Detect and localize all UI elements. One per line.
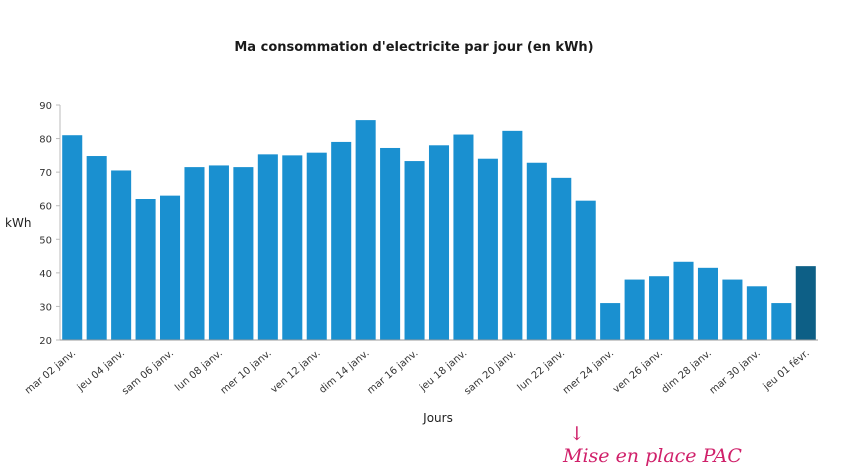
x-tick-label: ven 26 janv. xyxy=(611,348,665,396)
bar[interactable] xyxy=(795,266,816,340)
x-axis-label: Jours xyxy=(422,411,453,425)
bar[interactable] xyxy=(624,279,645,340)
chart-title: Ma consommation d'electricite par jour (… xyxy=(234,40,593,55)
bar[interactable] xyxy=(477,158,498,340)
bar[interactable] xyxy=(86,156,107,340)
bar[interactable] xyxy=(649,276,670,340)
x-tick-label: sam 06 janv. xyxy=(120,348,176,397)
bar[interactable] xyxy=(771,303,792,340)
y-tick-label: 80 xyxy=(39,135,52,146)
bar[interactable] xyxy=(526,162,547,340)
bar[interactable] xyxy=(282,155,303,340)
x-tick-label: dim 28 janv. xyxy=(660,348,714,396)
bar[interactable] xyxy=(355,120,376,340)
annotation: ↓ Mise en place PAC xyxy=(562,423,742,467)
x-tick-label: mer 10 janv. xyxy=(219,348,274,397)
bar[interactable] xyxy=(184,167,205,340)
bar[interactable] xyxy=(673,261,694,340)
y-axis-label: kWh xyxy=(5,216,31,230)
bar[interactable] xyxy=(257,154,278,340)
bar[interactable] xyxy=(428,145,450,340)
x-tick-label: lun 22 janv. xyxy=(516,348,568,394)
bar[interactable] xyxy=(746,286,767,340)
x-tick-label: ven 12 janv. xyxy=(269,348,323,396)
bar[interactable] xyxy=(208,165,229,340)
bar[interactable] xyxy=(380,147,401,340)
y-tick-label: 40 xyxy=(39,269,52,280)
x-tick-label: jeu 04 janv. xyxy=(75,348,127,394)
bar[interactable] xyxy=(722,279,743,340)
x-tick-label: jeu 18 janv. xyxy=(417,348,469,394)
y-tick-label: 20 xyxy=(39,336,52,347)
x-tick-label: sam 20 janv. xyxy=(462,348,518,397)
bar[interactable] xyxy=(600,303,621,340)
y-tick-label: 70 xyxy=(39,168,52,179)
x-tick-label: mer 24 janv. xyxy=(561,348,616,397)
x-tick-label: lun 08 janv. xyxy=(173,348,225,394)
bar[interactable] xyxy=(453,134,474,340)
bar[interactable] xyxy=(331,141,352,340)
x-tick-label: mar 02 janv. xyxy=(23,348,78,397)
annotation-arrow: ↓ xyxy=(569,423,585,445)
x-tick-label: dim 14 janv. xyxy=(317,348,371,396)
bar[interactable] xyxy=(404,161,425,340)
bar[interactable] xyxy=(697,267,718,340)
bar[interactable] xyxy=(135,199,156,340)
bars xyxy=(62,120,816,340)
bar[interactable] xyxy=(62,135,83,340)
bar[interactable] xyxy=(502,130,523,340)
y-tick-label: 50 xyxy=(39,235,52,246)
y-tick-label: 60 xyxy=(39,202,52,213)
x-axis: mar 02 janv.jeu 04 janv.sam 06 janv.lun … xyxy=(23,339,818,397)
bar[interactable] xyxy=(111,170,132,340)
bar[interactable] xyxy=(306,152,327,340)
y-tick-label: 90 xyxy=(39,101,52,112)
y-tick-label: 30 xyxy=(39,302,52,313)
y-axis: 20 30 40 50 60 70 80 90 xyxy=(39,101,61,347)
bar[interactable] xyxy=(233,167,254,340)
bar[interactable] xyxy=(575,200,596,340)
annotation-text: Mise en place PAC xyxy=(562,445,742,467)
bar[interactable] xyxy=(160,195,181,340)
x-tick-label: jeu 01 févr. xyxy=(760,347,812,393)
x-tick-label: mar 16 janv. xyxy=(365,348,420,397)
bar[interactable] xyxy=(551,177,572,340)
x-tick-label: mar 30 janv. xyxy=(708,348,763,397)
